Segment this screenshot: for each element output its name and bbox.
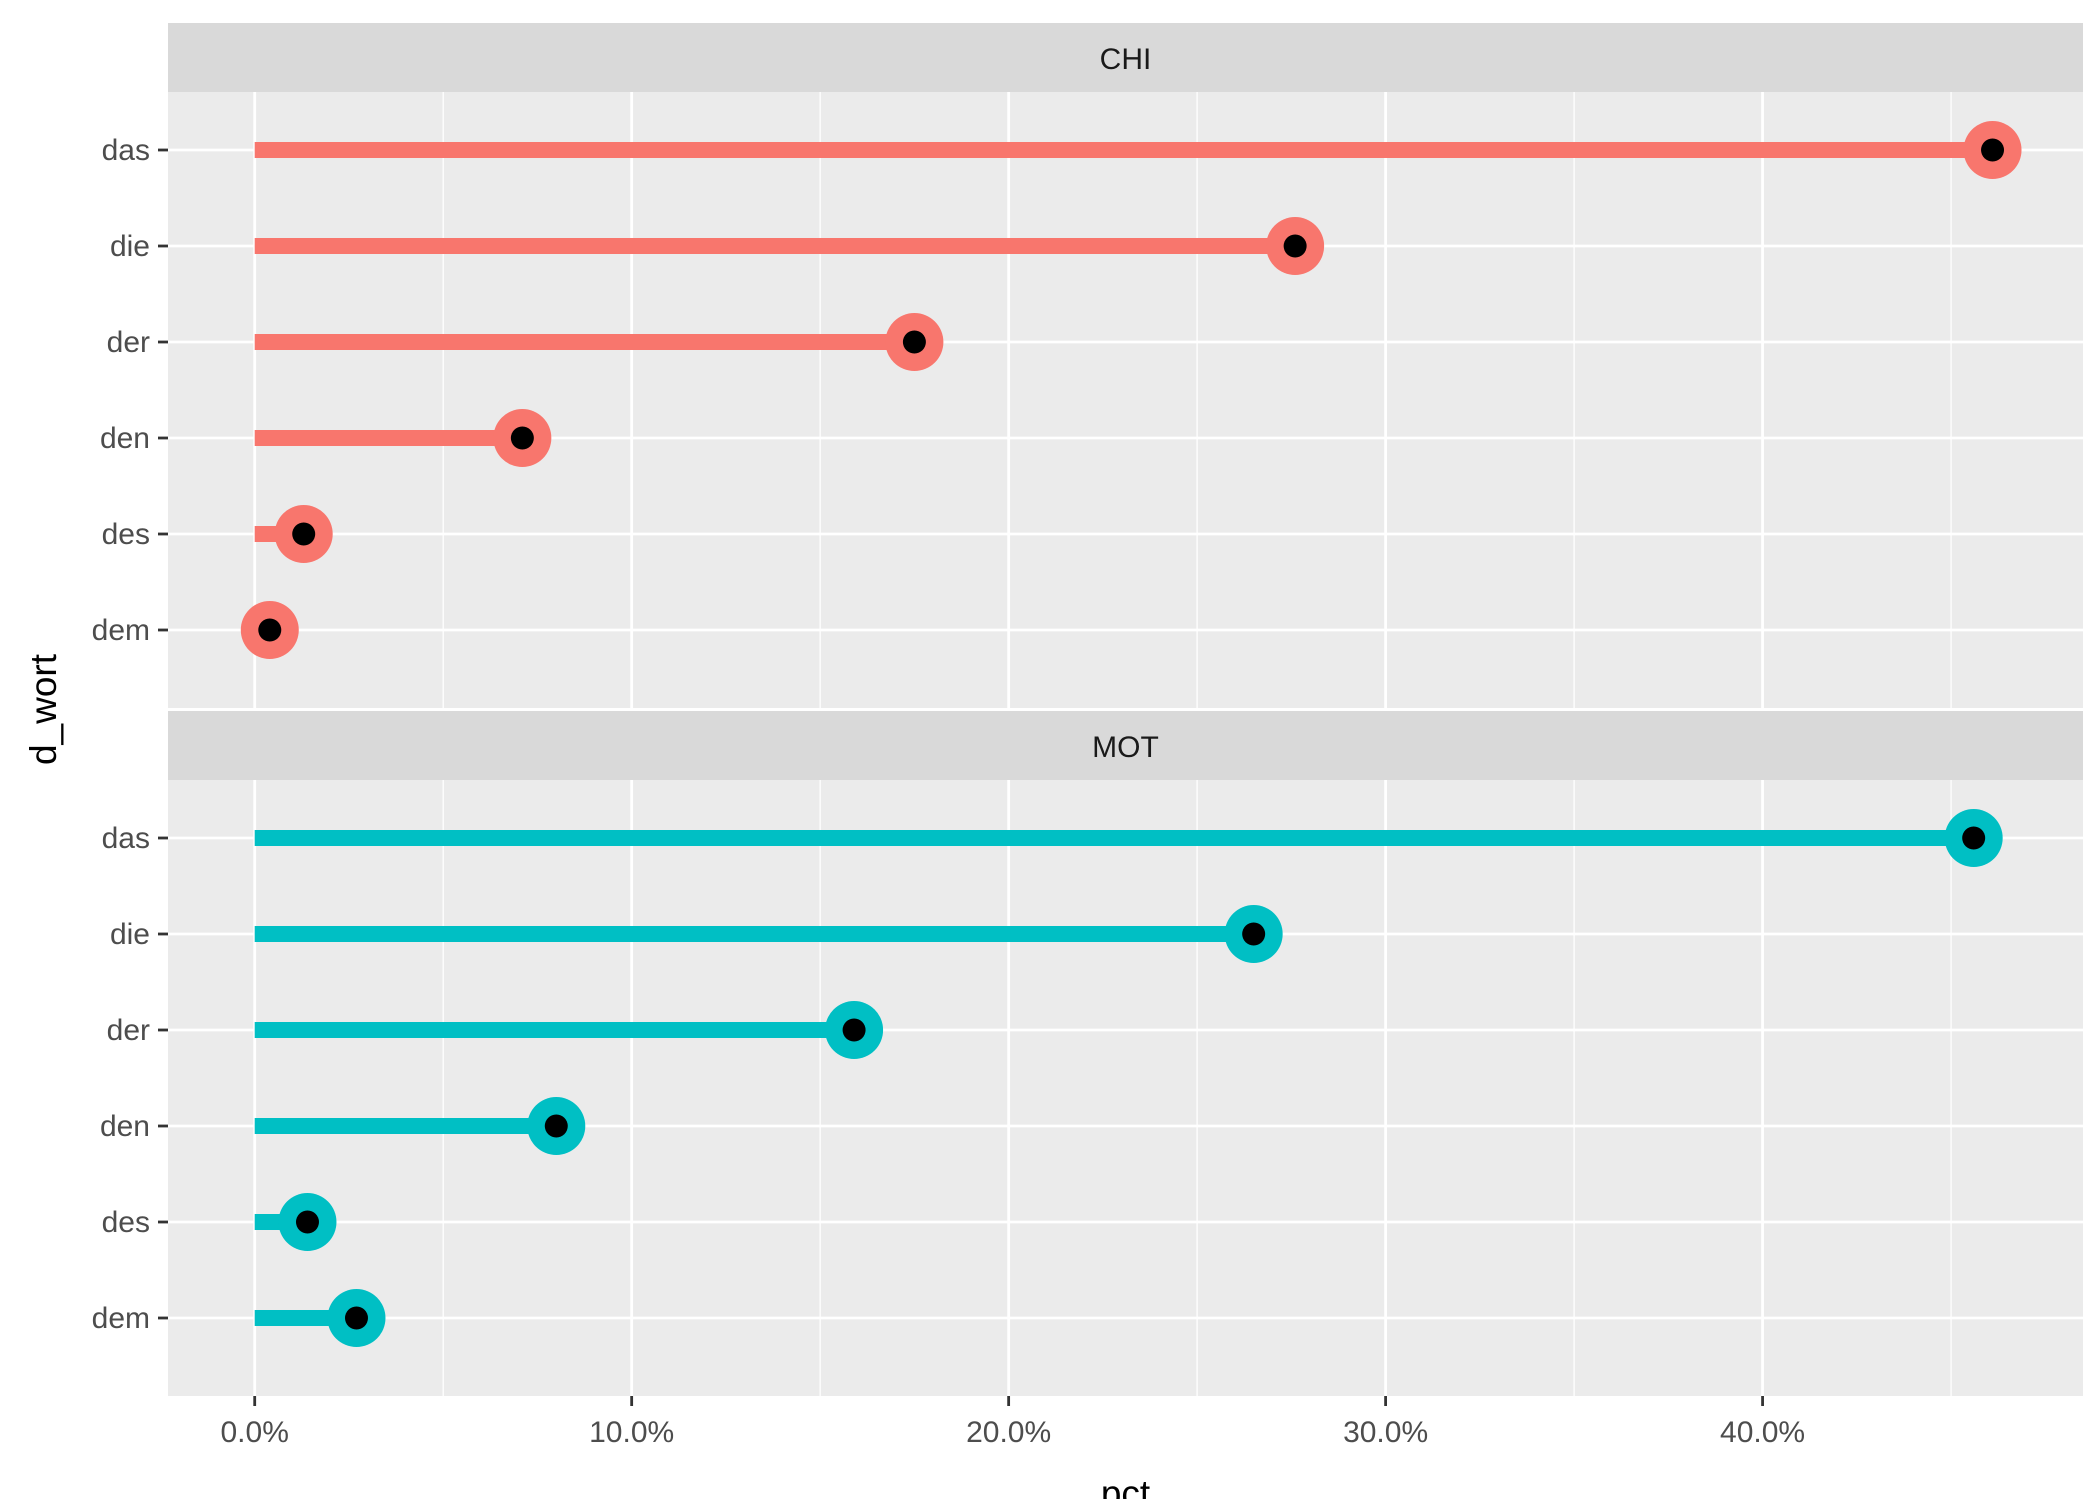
plot-panel-mot bbox=[168, 780, 2083, 1396]
y-tick-label: den bbox=[100, 422, 150, 455]
facet-strip-label-chi: CHI bbox=[1100, 43, 1152, 76]
y-axis-mot: das die der den des dem bbox=[92, 822, 168, 1335]
y-tick-label: die bbox=[110, 918, 150, 951]
x-tick-label: 0.0% bbox=[221, 1416, 289, 1449]
y-tick-label: den bbox=[100, 1110, 150, 1143]
lollipop-point-center bbox=[1962, 826, 1986, 850]
y-tick-label: der bbox=[107, 1014, 150, 1047]
lollipop-point-center bbox=[292, 522, 316, 546]
lollipop-point-center bbox=[544, 1114, 568, 1138]
lollipops-mot bbox=[254, 809, 2003, 1347]
lollipops-chi bbox=[240, 121, 2022, 659]
lollipop-point-center bbox=[258, 618, 282, 642]
x-tick-label: 40.0% bbox=[1720, 1416, 1805, 1449]
y-tick-label: dem bbox=[92, 1302, 150, 1335]
lollipop-point-center bbox=[1242, 922, 1266, 946]
lollipop-point-center bbox=[1981, 138, 2005, 162]
lollipop-point-center bbox=[842, 1018, 866, 1042]
x-axis: 0.0% 10.0% 20.0% 30.0% 40.0% bbox=[221, 1396, 1805, 1449]
facet-strip-chi bbox=[168, 23, 2083, 92]
y-tick-label: das bbox=[102, 822, 150, 855]
facet-strip-label-mot: MOT bbox=[1092, 731, 1159, 764]
x-tick-label: 30.0% bbox=[1343, 1416, 1428, 1449]
y-tick-label: des bbox=[102, 518, 150, 551]
y-tick-label: die bbox=[110, 230, 150, 263]
x-tick-label: 20.0% bbox=[966, 1416, 1051, 1449]
facet-panel-chi: CHI das die der den des dem bbox=[92, 23, 2083, 708]
x-axis-title: pct bbox=[1101, 1473, 1151, 1499]
y-tick-label: das bbox=[102, 134, 150, 167]
y-axis-chi: das die der den des dem bbox=[92, 134, 168, 647]
y-tick-label: der bbox=[107, 326, 150, 359]
facet-panel-mot: MOT das die der den des dem bbox=[92, 711, 2083, 1396]
plot-panel-chi bbox=[168, 92, 2083, 708]
lollipop-point-center bbox=[295, 1210, 319, 1234]
x-tick-label: 10.0% bbox=[589, 1416, 674, 1449]
lollipop-point-center bbox=[510, 426, 534, 450]
y-axis-title: d_wort bbox=[23, 653, 64, 765]
y-tick-label: dem bbox=[92, 614, 150, 647]
lollipop-point-center bbox=[902, 330, 926, 354]
lollipop-point-center bbox=[344, 1306, 368, 1330]
y-tick-label: des bbox=[102, 1206, 150, 1239]
lollipop-point-center bbox=[1283, 234, 1307, 258]
facet-strip-mot bbox=[168, 711, 2083, 780]
